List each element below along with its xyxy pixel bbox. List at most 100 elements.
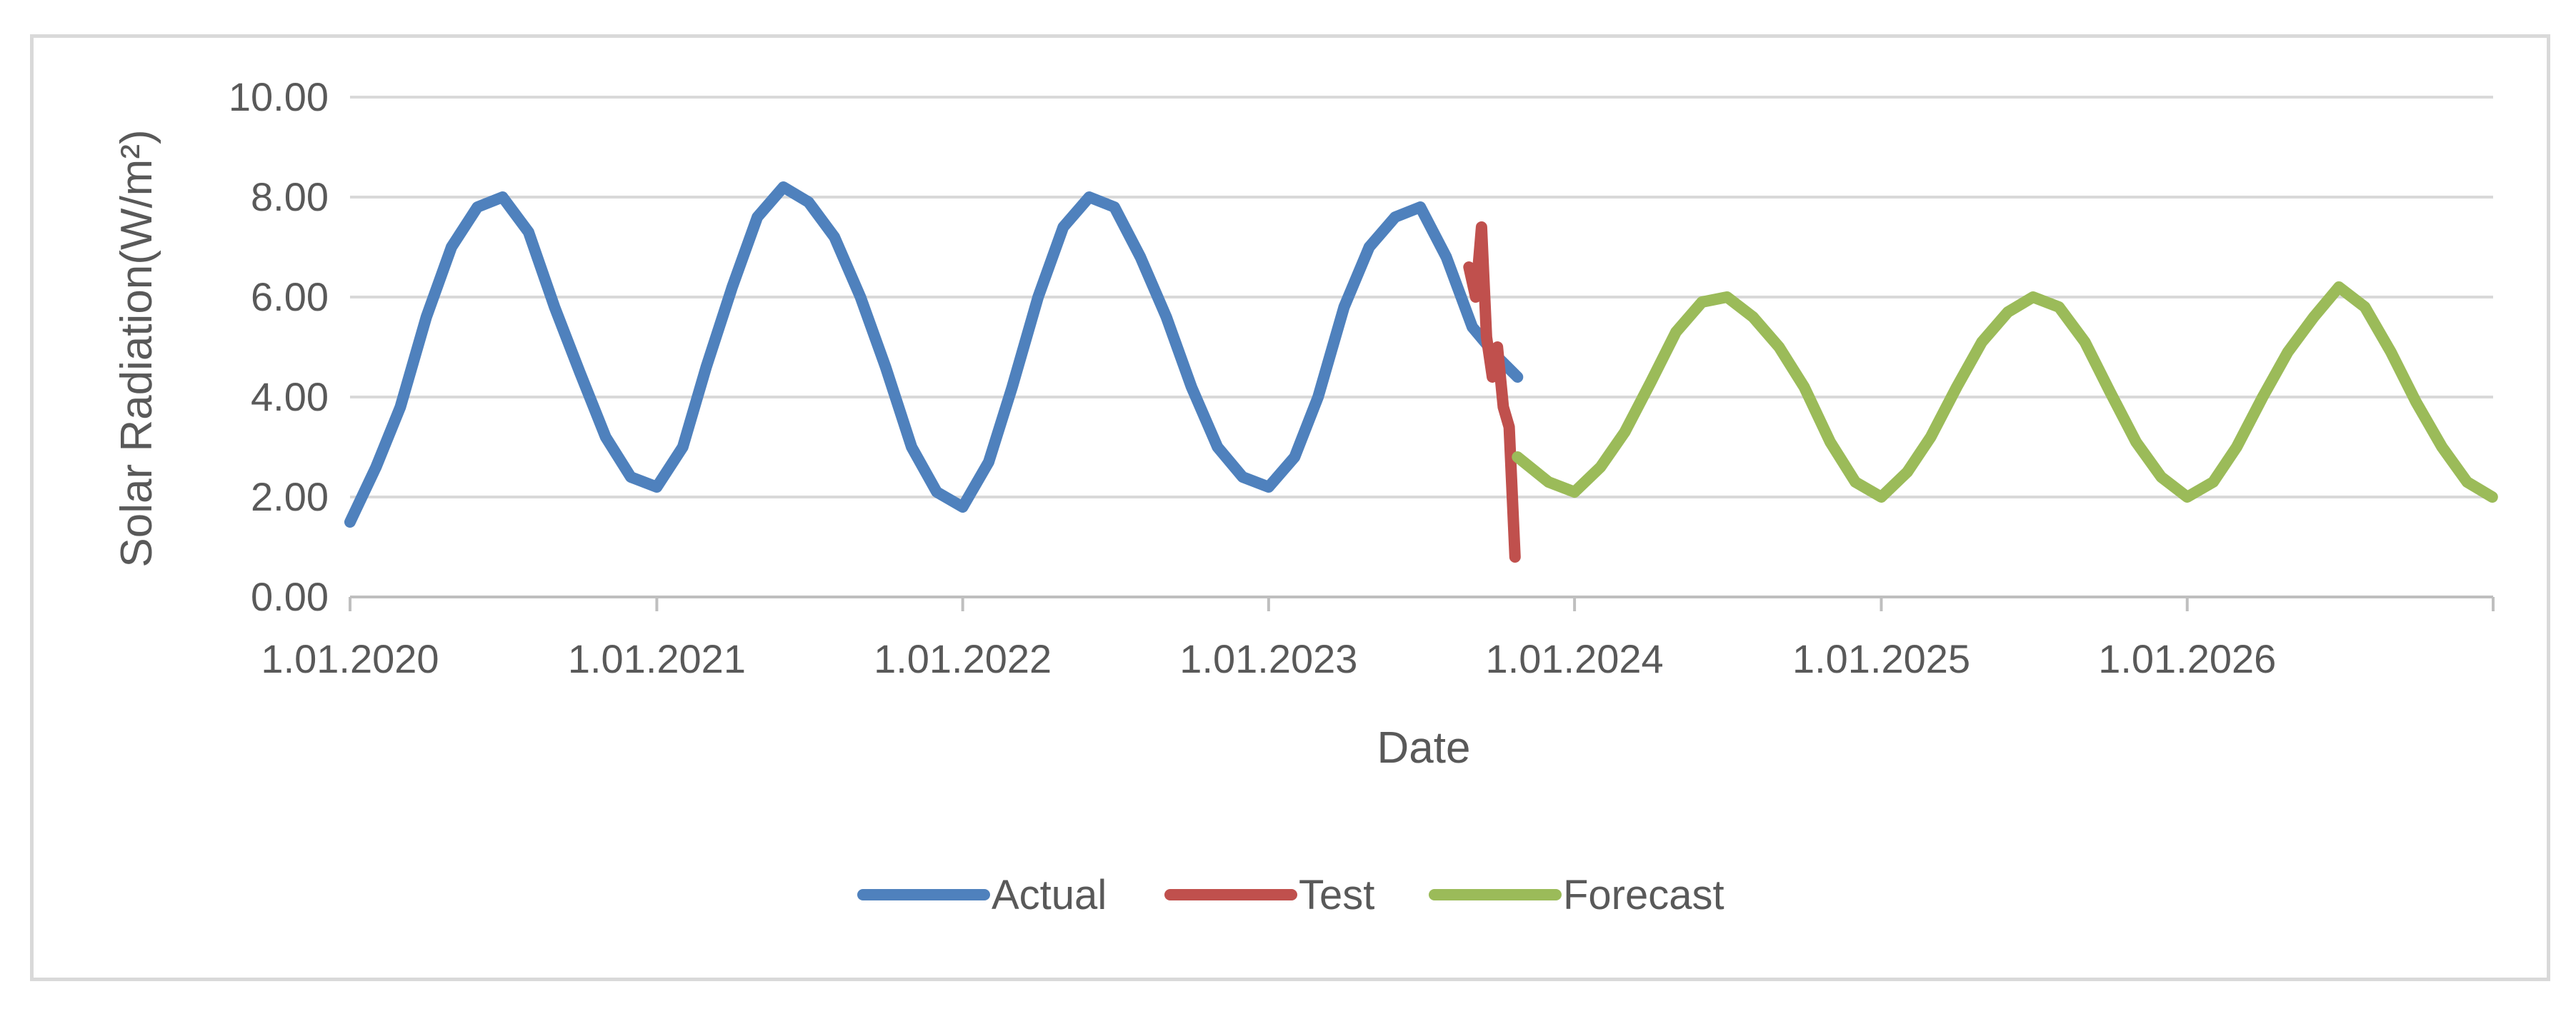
data-point-actual	[1007, 382, 1017, 392]
data-point-test	[1464, 262, 1474, 272]
y-tick-label: 8.00	[251, 174, 329, 219]
data-point-forecast	[1748, 312, 1759, 322]
data-point-forecast	[2208, 477, 2219, 487]
data-point-forecast	[1671, 327, 1682, 337]
data-point-test	[1481, 332, 1492, 342]
data-point-actual	[677, 442, 688, 452]
data-point-actual	[1339, 302, 1349, 312]
data-point-actual	[1084, 192, 1094, 202]
data-point-actual	[626, 472, 636, 482]
data-point-forecast	[2156, 472, 2167, 482]
x-tick-label: 1.01.2025	[1792, 636, 1970, 681]
data-point-forecast	[2462, 477, 2472, 487]
data-point-forecast	[1543, 477, 1554, 487]
data-point-forecast	[2105, 387, 2115, 397]
data-point-actual	[701, 362, 712, 372]
data-point-actual	[1313, 392, 1324, 402]
y-tick-label: 4.00	[251, 374, 329, 419]
y-tick-label: 0.00	[251, 574, 329, 619]
data-point-test	[1504, 422, 1514, 432]
gridlines	[350, 96, 2493, 498]
data-point-forecast	[2282, 347, 2293, 357]
data-point-actual	[829, 232, 840, 242]
x-tick-label: 1.01.2022	[874, 636, 1052, 681]
data-point-forecast	[2308, 312, 2319, 322]
data-point-forecast	[1569, 487, 1580, 497]
data-point-forecast	[1645, 377, 1656, 387]
data-point-actual	[727, 282, 738, 292]
series-line-test	[1463, 221, 1521, 563]
y-tick-label: 10.00	[229, 74, 329, 119]
data-point-forecast	[2360, 302, 2370, 312]
data-point-actual	[1263, 482, 1274, 492]
axes: 0.00 2.00 4.00 6.00 8.00 10.00 1.01.2020 1.01.2…	[229, 74, 2495, 681]
data-point-actual	[1390, 212, 1401, 222]
data-point-actual	[446, 242, 456, 252]
data-point-forecast	[1619, 427, 1630, 437]
data-point-actual	[1135, 252, 1146, 262]
data-point-actual	[652, 482, 662, 492]
data-point-forecast	[1722, 292, 1732, 302]
data-point-actual	[421, 312, 431, 322]
data-point-actual	[1467, 322, 1477, 332]
legend-label-test: Test	[1299, 872, 1374, 918]
y-tick-label: 2.00	[251, 474, 329, 519]
data-point-actual	[855, 292, 866, 302]
data-point-forecast	[1902, 467, 1912, 477]
data-point-forecast	[2257, 392, 2268, 402]
data-point-forecast	[2334, 282, 2345, 292]
data-point-forecast	[1824, 437, 1835, 447]
data-point-forecast	[2054, 302, 2065, 312]
data-point-actual	[1512, 372, 1523, 382]
data-point-actual	[371, 462, 381, 472]
chart-area	[30, 34, 2550, 981]
data-point-forecast	[1952, 382, 1962, 392]
data-point-test	[1470, 292, 1481, 302]
x-tick-label: 1.01.2020	[261, 636, 439, 681]
data-point-actual	[1186, 382, 1197, 392]
series-lines	[344, 181, 2498, 563]
data-point-actual	[803, 197, 814, 207]
data-point-forecast	[1774, 342, 1784, 352]
data-point-forecast	[2182, 492, 2192, 502]
x-tick-label: 1.01.2026	[2098, 636, 2276, 681]
data-point-forecast	[2487, 492, 2497, 502]
data-point-forecast	[2131, 437, 2142, 447]
data-point-actual	[1237, 472, 1248, 482]
data-point-forecast	[1697, 297, 1707, 307]
data-point-test	[1476, 222, 1487, 232]
data-point-actual	[497, 192, 508, 202]
data-point-actual	[574, 367, 585, 377]
x-tick-label: 1.01.2021	[568, 636, 746, 681]
legend: Actual Test Forecast	[857, 872, 1724, 918]
data-point-test	[1509, 552, 1520, 562]
data-point-actual	[472, 202, 483, 212]
y-axis-title: Solar Radiation(W/m²)	[112, 129, 161, 567]
data-point-forecast	[1595, 462, 1606, 472]
data-point-actual	[880, 362, 891, 372]
x-tick-label: 1.01.2024	[1486, 636, 1664, 681]
data-point-actual	[1289, 452, 1300, 462]
legend-label-actual: Actual	[992, 872, 1107, 918]
data-point-actual	[1033, 292, 1044, 302]
data-point-forecast	[1876, 492, 1887, 502]
data-point-forecast	[2002, 307, 2013, 317]
data-point-forecast	[1925, 432, 1936, 442]
data-point-actual	[932, 487, 942, 497]
data-point-actual	[1058, 222, 1069, 232]
data-point-actual	[1109, 202, 1120, 212]
data-point-test	[1492, 342, 1503, 352]
x-tick-label: 1.01.2023	[1179, 636, 1357, 681]
data-point-actual	[907, 442, 917, 452]
data-point-actual	[957, 502, 968, 512]
data-point-forecast	[2437, 442, 2447, 452]
series-line-forecast	[1512, 281, 2498, 503]
data-point-actual	[523, 227, 534, 237]
data-point-actual	[1364, 242, 1374, 252]
data-point-actual	[1161, 312, 1172, 322]
data-point-forecast	[1977, 337, 1987, 347]
data-point-actual	[1415, 202, 1426, 212]
data-point-forecast	[2231, 442, 2242, 452]
legend-label-forecast: Forecast	[1563, 872, 1724, 918]
